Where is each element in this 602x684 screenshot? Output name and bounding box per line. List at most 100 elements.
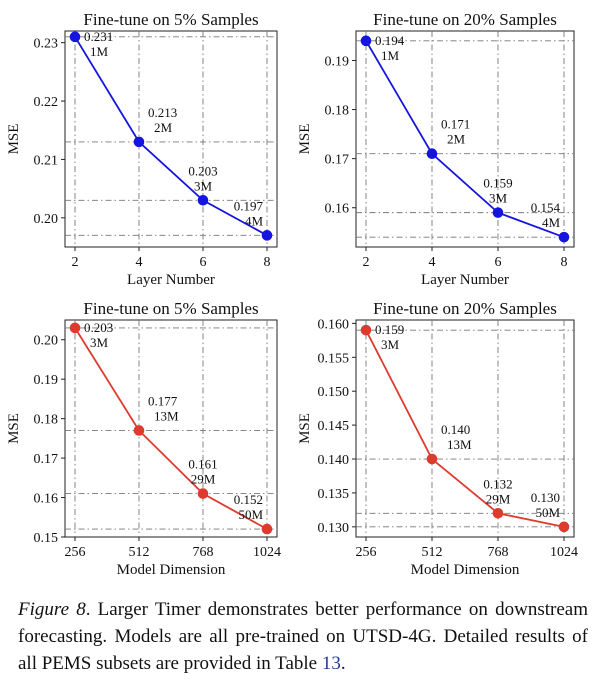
- caption-text: . Larger Timer demonstrates better perfo…: [18, 599, 588, 674]
- data-point: [133, 425, 145, 436]
- param-count-label: 29M: [486, 491, 511, 506]
- data-point: [261, 523, 273, 535]
- data-point: [69, 322, 81, 334]
- param-count-label: 50M: [535, 505, 560, 520]
- value-label: 0.171: [441, 117, 470, 132]
- data-point: [558, 231, 570, 243]
- x-axis-label: Model Dimension: [117, 562, 226, 578]
- y-tick-label: 0.140: [318, 453, 350, 468]
- value-label: 0.194: [375, 33, 405, 48]
- x-tick-label: 6: [495, 255, 502, 270]
- x-tick-label: 256: [65, 545, 86, 560]
- chart-title: Fine-tune on 5% Samples: [83, 10, 258, 29]
- chart-title: Fine-tune on 20% Samples: [373, 299, 557, 318]
- data-point: [558, 521, 570, 533]
- series-line: [365, 40, 565, 239]
- param-count-label: 3M: [194, 178, 213, 193]
- x-axis-label: Layer Number: [421, 272, 509, 288]
- x-tick-label: 1024: [253, 545, 281, 560]
- x-tick-label: 2: [363, 255, 370, 270]
- value-label: 0.231: [84, 29, 113, 44]
- x-tick-label: 256: [356, 545, 377, 560]
- value-label: 0.203: [188, 163, 217, 178]
- y-tick-label: 0.20: [34, 212, 59, 227]
- y-axis-label: MSE: [297, 124, 313, 155]
- value-label: 0.203: [84, 320, 113, 335]
- x-tick-label: 8: [561, 255, 568, 270]
- y-axis-label: MSE: [6, 413, 22, 444]
- x-tick-label: 4: [136, 255, 143, 270]
- param-count-label: 4M: [245, 213, 264, 228]
- data-point: [360, 35, 372, 47]
- value-label: 0.161: [188, 457, 217, 472]
- caption-lead: Figure 8: [18, 599, 86, 620]
- x-axis-label: Layer Number: [127, 272, 215, 288]
- x-tick-label: 512: [129, 545, 150, 560]
- y-tick-label: 0.160: [318, 317, 350, 332]
- x-tick-label: 4: [429, 255, 436, 270]
- y-tick-label: 0.21: [34, 153, 59, 168]
- figure-caption: Figure 8. Larger Timer demonstrates bett…: [18, 596, 588, 677]
- y-tick-label: 0.15: [34, 531, 59, 546]
- value-label: 0.140: [441, 422, 470, 437]
- x-axis-label: Model Dimension: [411, 562, 520, 578]
- axes-frame: [355, 30, 575, 248]
- data-point: [197, 488, 209, 499]
- param-count-label: 1M: [381, 48, 400, 63]
- series-line: [74, 36, 268, 237]
- value-label: 0.197: [234, 198, 264, 213]
- chart-title: Fine-tune on 20% Samples: [373, 10, 557, 29]
- series-line: [365, 329, 565, 528]
- figure-charts: Fine-tune on 5% Samples 0.20 0.21 0.22 0.23 2…: [6, 10, 578, 578]
- data-point: [426, 453, 438, 465]
- y-axis-label: MSE: [6, 124, 22, 155]
- data-point: [360, 324, 372, 336]
- param-count-label: 50M: [238, 507, 263, 522]
- caption-table-ref[interactable]: 13: [321, 653, 341, 674]
- axes-frame: [64, 319, 278, 538]
- x-tick-label: 512: [422, 545, 443, 560]
- chart-panel-3: Fine-tune on 5% Samples 0.15 0.16 0.17 0.18 0…: [6, 299, 281, 578]
- chart-panel-1: Fine-tune on 5% Samples 0.20 0.21 0.22 0.23 2…: [6, 10, 278, 288]
- y-tick-label: 0.130: [318, 521, 350, 536]
- x-tick-label: 768: [488, 545, 509, 560]
- param-count-label: 13M: [447, 437, 472, 452]
- data-point: [492, 507, 504, 519]
- value-label: 0.159: [375, 322, 404, 337]
- data-point: [197, 194, 209, 206]
- y-tick-label: 0.17: [325, 153, 350, 168]
- series-line: [74, 327, 268, 530]
- data-point: [426, 148, 438, 160]
- axes-frame: [64, 30, 278, 248]
- y-tick-label: 0.19: [325, 54, 350, 69]
- x-tick-label: 6: [200, 255, 207, 270]
- data-point: [133, 136, 145, 148]
- y-tick-label: 0.16: [34, 492, 59, 507]
- data-point: [69, 31, 81, 43]
- value-label: 0.159: [483, 176, 512, 191]
- x-tick-label: 8: [264, 255, 271, 270]
- x-tick-label: 2: [72, 255, 79, 270]
- value-label: 0.152: [234, 492, 263, 507]
- value-label: 0.132: [483, 476, 512, 491]
- param-count-label: 2M: [447, 132, 466, 147]
- y-tick-label: 0.17: [34, 452, 59, 467]
- value-label: 0.154: [531, 200, 561, 215]
- y-tick-label: 0.18: [34, 413, 59, 428]
- chart-title: Fine-tune on 5% Samples: [83, 299, 258, 318]
- data-point: [261, 230, 273, 241]
- x-tick-label: 768: [193, 545, 214, 560]
- param-count-label: 2M: [154, 120, 173, 135]
- data-point: [492, 207, 504, 218]
- figure: Fine-tune on 5% Samples 0.20 0.21 0.22 0.23 2…: [6, 10, 578, 578]
- param-count-label: 1M: [90, 44, 109, 59]
- value-label: 0.213: [148, 105, 177, 120]
- y-axis-label: MSE: [297, 413, 313, 444]
- param-count-label: 3M: [381, 337, 400, 352]
- y-tick-label: 0.135: [318, 487, 350, 502]
- y-tick-label: 0.16: [325, 202, 350, 217]
- chart-panel-2: Fine-tune on 20% Samples 0.16 0.17 0.18 0.19…: [297, 10, 575, 288]
- y-tick-label: 0.23: [34, 37, 59, 52]
- y-tick-label: 0.20: [34, 334, 59, 349]
- param-count-label: 29M: [191, 472, 216, 487]
